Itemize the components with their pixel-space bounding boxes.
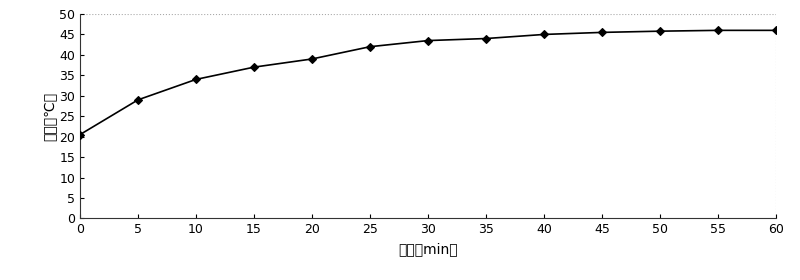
X-axis label: 时间（min）: 时间（min） xyxy=(398,242,458,256)
Y-axis label: 温度（℃）: 温度（℃） xyxy=(42,92,56,141)
